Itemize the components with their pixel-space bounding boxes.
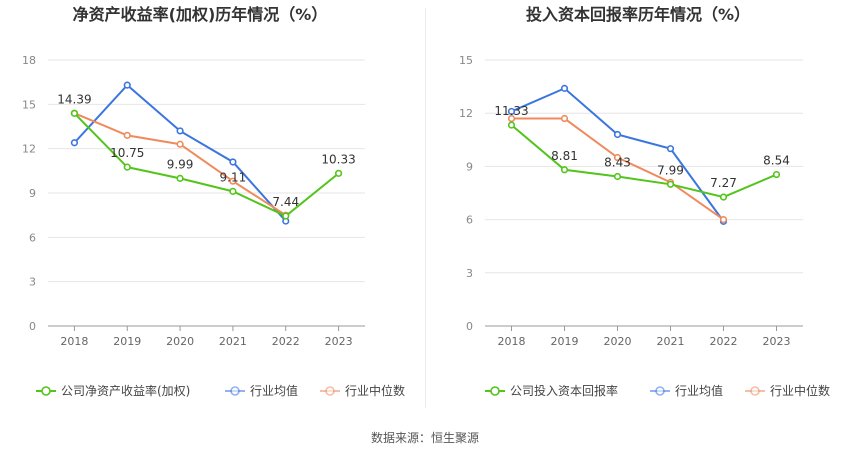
x-tick-label: 2021 xyxy=(219,335,247,348)
x-tick-label: 2022 xyxy=(710,335,738,348)
y-tick-label: 0 xyxy=(466,320,473,333)
x-tick-label: 2022 xyxy=(272,335,300,348)
data-point-median xyxy=(719,216,728,224)
data-point-company xyxy=(70,109,79,117)
data-point-avg xyxy=(176,127,184,135)
series-line-company xyxy=(73,112,340,218)
roic-line-chart: 投入资本回报率历年情况（%） 0 3 6 9 12 15 2018 2019 2020 2021 20… xyxy=(459,5,830,398)
legend-label-company: 公司净资产收益率(加权) xyxy=(61,383,190,398)
data-point-median xyxy=(613,153,622,162)
data-point-company xyxy=(719,193,728,201)
legend-marker-median xyxy=(325,386,335,396)
legend-marker-company xyxy=(41,386,51,396)
x-tick-label: 2023 xyxy=(763,335,791,348)
data-label: 7.44 xyxy=(272,195,299,209)
roe-line-chart: 净资产收益率(加权)历年情况（%） 0 3 6 9 12 15 18 2018 2019 2020 2… xyxy=(22,5,405,398)
roic-chart-panel: 投入资本回报率历年情况（%） 0 3 6 9 12 15 2018 2019 2020 2021 20… xyxy=(425,0,850,420)
data-point-avg xyxy=(666,145,675,153)
legend-label-avg: 行业均值 xyxy=(675,383,723,398)
y-tick-label: 0 xyxy=(29,320,36,333)
data-label: 8.54 xyxy=(763,154,790,168)
legend-marker-median xyxy=(750,386,760,396)
panel-divider xyxy=(425,8,426,408)
legend-label-company: 公司投入资本回报率 xyxy=(510,383,618,398)
data-point-median xyxy=(560,114,569,123)
x-tick-label: 2023 xyxy=(325,335,353,348)
legend-label-median: 行业中位数 xyxy=(345,383,405,398)
data-point-median xyxy=(123,131,131,139)
legend-label-avg: 行业均值 xyxy=(250,383,298,398)
y-tick-label: 15 xyxy=(22,98,36,111)
data-label: 7.99 xyxy=(657,163,684,177)
data-point-avg xyxy=(613,130,622,139)
data-point-avg xyxy=(507,107,516,116)
y-tick-label: 9 xyxy=(29,187,36,200)
x-tick-label: 2020 xyxy=(604,335,632,348)
series-line-company xyxy=(510,124,777,199)
y-tick-label: 3 xyxy=(29,276,36,289)
legend-marker-avg xyxy=(230,386,240,396)
data-point-company xyxy=(666,180,675,188)
data-label: 9.11 xyxy=(220,170,247,184)
data-point-avg xyxy=(70,139,79,147)
data-point-avg xyxy=(560,84,569,92)
x-tick-label: 2018 xyxy=(498,335,526,348)
data-label: 8.43 xyxy=(604,156,631,170)
data-label: 8.81 xyxy=(551,149,578,163)
data-point-median xyxy=(229,177,237,185)
data-point-company xyxy=(123,163,131,171)
data-label: 10.33 xyxy=(321,152,355,166)
chart-title: 投入资本回报率历年情况（%） xyxy=(526,5,750,24)
data-point-avg xyxy=(229,158,237,166)
roe-chart-panel: 净资产收益率(加权)历年情况（%） 0 3 6 9 12 15 18 2018 2019 2020 2… xyxy=(0,0,425,420)
y-tick-label: 6 xyxy=(29,231,36,244)
y-tick-label: 12 xyxy=(22,143,36,156)
data-label: 14.39 xyxy=(57,92,91,106)
x-tick-label: 2021 xyxy=(657,335,685,348)
legend-marker-avg xyxy=(655,386,665,396)
data-label: 10.75 xyxy=(110,146,144,160)
data-label: 11.33 xyxy=(494,104,528,118)
data-label: 7.27 xyxy=(710,176,737,190)
data-point-median xyxy=(176,140,184,148)
legend-marker-company xyxy=(490,386,500,396)
data-point-company xyxy=(772,170,781,179)
y-tick-label: 15 xyxy=(459,54,473,67)
y-tick-label: 3 xyxy=(466,267,473,280)
y-tick-label: 6 xyxy=(466,214,473,227)
data-point-median xyxy=(507,114,516,123)
data-point-company xyxy=(560,166,569,174)
y-tick-label: 12 xyxy=(459,107,473,120)
data-label: 9.99 xyxy=(167,157,194,171)
data-point-avg xyxy=(123,81,131,89)
x-tick-label: 2019 xyxy=(113,335,141,348)
data-point-company xyxy=(613,172,622,181)
x-tick-label: 2018 xyxy=(60,335,88,348)
x-tick-label: 2020 xyxy=(166,335,194,348)
y-tick-label: 18 xyxy=(22,54,36,67)
data-source-note: 数据来源：恒生聚源 xyxy=(370,431,479,445)
data-point-company xyxy=(282,212,290,220)
data-point-company xyxy=(334,169,343,177)
chart-title: 净资产收益率(加权)历年情况（%） xyxy=(73,5,328,24)
data-point-company xyxy=(176,174,184,182)
y-tick-label: 9 xyxy=(466,160,473,173)
x-tick-label: 2019 xyxy=(551,335,579,348)
legend-label-median: 行业中位数 xyxy=(770,383,830,398)
data-point-company xyxy=(229,187,237,195)
data-point-company xyxy=(507,121,516,129)
